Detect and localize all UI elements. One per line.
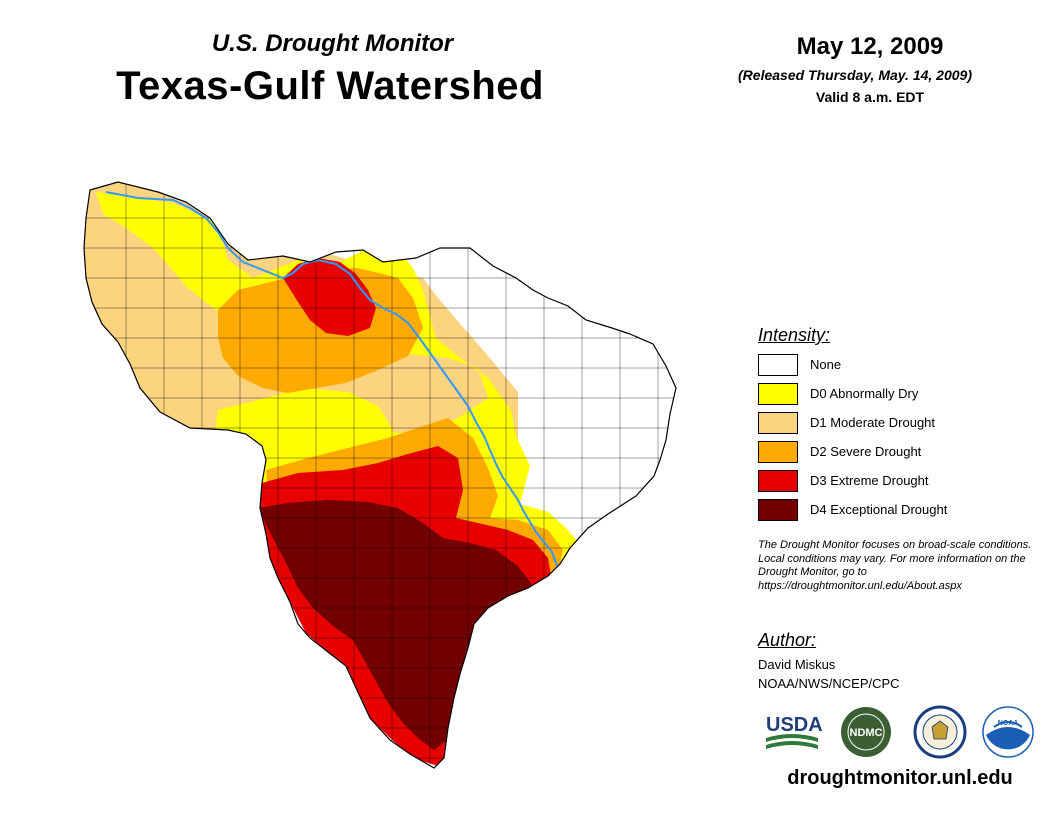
legend-swatch — [758, 441, 798, 463]
river-line — [105, 191, 561, 573]
legend-swatch — [758, 354, 798, 376]
legend-swatch — [758, 412, 798, 434]
release-date: (Released Thursday, May. 14, 2009) — [738, 67, 972, 83]
usda-logo-text: USDA — [766, 714, 823, 736]
legend-label: D3 Extreme Drought — [810, 473, 929, 488]
usda-logo-icon: USDA — [766, 714, 823, 749]
legend-label: D0 Abnormally Dry — [810, 386, 919, 401]
author-organization: NOAA/NWS/NCEP/CPC — [758, 676, 900, 691]
website-url[interactable]: droughtmonitor.unl.edu — [787, 767, 1013, 789]
disclaimer-note: The Drought Monitor focuses on broad-sca… — [758, 539, 1032, 592]
noaa-logo-icon: NOAA — [982, 706, 1034, 758]
map-subtitle: U.S. Drought Monitor — [211, 30, 454, 57]
legend-label: D2 Severe Drought — [810, 444, 922, 459]
ndmc-logo-text: NDMC — [850, 727, 883, 739]
legend-swatch — [758, 499, 798, 521]
author-name: David Miskus — [758, 657, 836, 672]
legend-label: None — [810, 357, 842, 372]
partner-logos: USDA NDMC NOAA — [766, 705, 1034, 759]
legend-label: D1 Moderate Drought — [810, 415, 936, 430]
region-d4-exceptional — [258, 500, 533, 750]
valid-time: Valid 8 a.m. EDT — [815, 89, 925, 105]
commerce-seal-icon — [913, 705, 967, 759]
legend-label: D4 Exceptional Drought — [810, 502, 948, 517]
map-date: May 12, 2009 — [796, 33, 944, 60]
ndmc-logo-icon: NDMC — [841, 707, 891, 757]
legend-swatch — [758, 470, 798, 492]
legend-swatch — [758, 383, 798, 405]
legend-heading: Intensity: — [758, 325, 831, 345]
watershed-outline — [83, 181, 677, 769]
noaa-logo-text: NOAA — [998, 720, 1019, 727]
author-heading: Author: — [758, 630, 817, 650]
map-title: Texas-Gulf Watershed — [116, 64, 544, 108]
drought-map — [83, 181, 677, 769]
